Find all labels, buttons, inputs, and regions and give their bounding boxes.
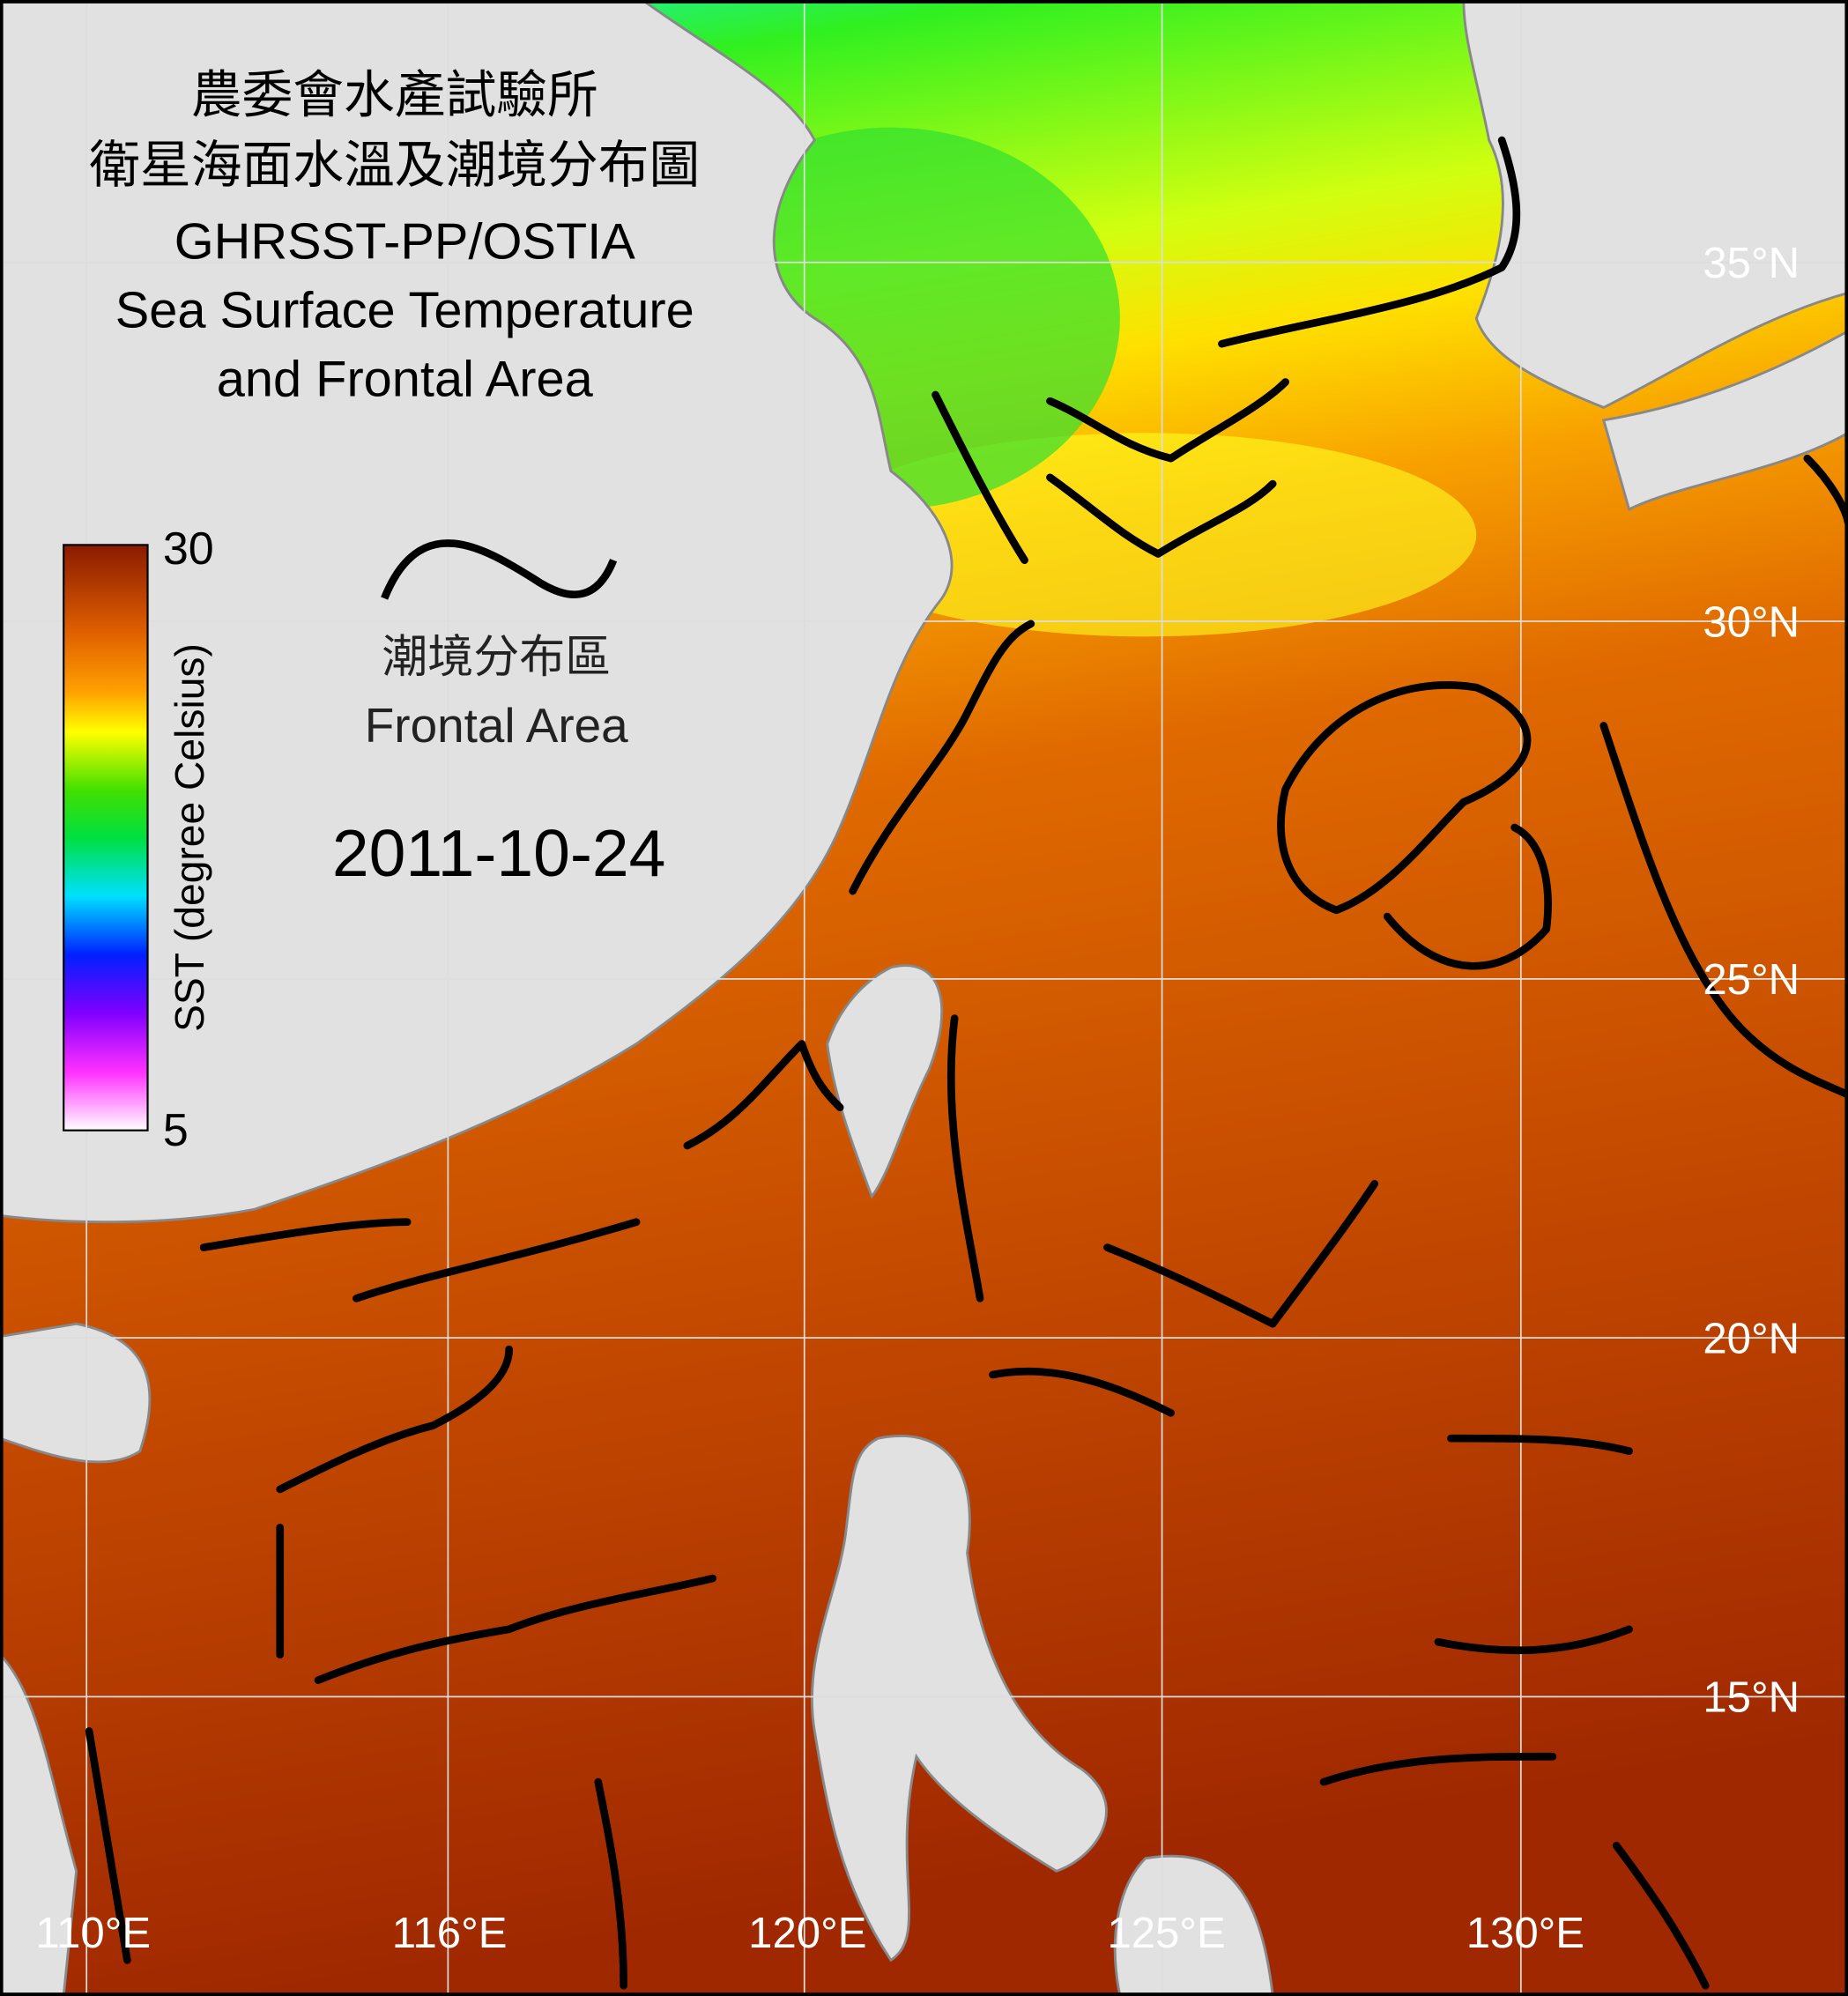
indochina [0, 1652, 78, 1996]
hainan-leizhou [0, 1322, 152, 1464]
front-line [1599, 722, 1848, 1099]
front-line [1612, 1842, 1710, 1990]
legend-label-zh: 潮境分布區 [382, 632, 611, 683]
title-line: 農委會水產試驗所 [191, 67, 598, 123]
front-line [1103, 1180, 1379, 1328]
front-line [849, 620, 1035, 895]
front-line [989, 1367, 1176, 1417]
colorbar-min-label: 5 [163, 1105, 189, 1156]
china-mainland [0, 0, 954, 1224]
latitude-label: 30°N [1703, 598, 1800, 646]
frontal-areas [85, 136, 1848, 1990]
front-line [353, 1218, 641, 1302]
legend-front-symbol [381, 539, 618, 600]
longitude-label: 130°E [1466, 1910, 1585, 1957]
front-line [1383, 823, 1552, 970]
luzon-philippines [810, 1435, 1108, 1963]
front-line [1434, 1625, 1633, 1655]
longitude-label: 120°E [748, 1910, 866, 1957]
title-line: Sea Surface Temperature [115, 282, 694, 338]
latitude-label: 25°N [1703, 956, 1800, 1004]
colorbar-max-label: 30 [163, 523, 214, 575]
taiwan [826, 964, 944, 1199]
date-label: 2011-10-24 [332, 816, 665, 890]
japan-south [1601, 330, 1848, 511]
colorbar-axis-label: SST (degree Celsius) [167, 643, 212, 1032]
title-line: GHRSST-PP/OSTIA [174, 213, 636, 270]
front-line [1046, 378, 1289, 463]
front-line [85, 1727, 131, 1964]
front-line [276, 1345, 514, 1494]
latitude-label: 20°N [1703, 1315, 1800, 1362]
title-line: and Frontal Area [217, 351, 594, 407]
front-line [199, 1218, 412, 1251]
front-line [1447, 1434, 1633, 1455]
legend-label-en: Frontal Area [365, 698, 628, 753]
latitude-label: 15°N [1703, 1674, 1800, 1722]
longitude-label: 125°E [1107, 1910, 1225, 1957]
front-line [683, 1040, 844, 1150]
longitude-label: 116°E [392, 1910, 508, 1957]
front-line [1218, 136, 1521, 348]
latitude-label: 35°N [1703, 240, 1800, 287]
korea-japan [1462, 0, 1848, 409]
front-line [1319, 1752, 1557, 1786]
longitude-label: 110°E [35, 1910, 151, 1957]
title-line: 衛星海面水溫及潮境分布圖 [89, 137, 700, 194]
colorbar [63, 544, 149, 1132]
front-line [1046, 473, 1277, 558]
front-line [946, 1014, 984, 1302]
front-line [594, 1777, 627, 1990]
front-line [931, 390, 1028, 565]
front-line [314, 1574, 717, 1684]
front-line [1277, 681, 1532, 915]
